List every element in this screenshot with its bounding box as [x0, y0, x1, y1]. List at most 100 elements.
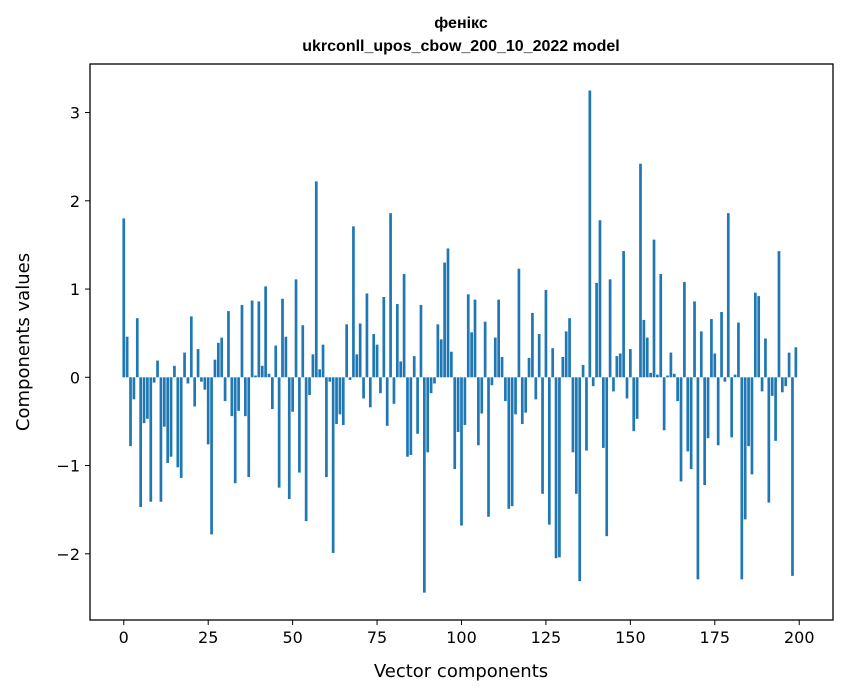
bar: [392, 377, 396, 404]
bar: [487, 377, 490, 517]
bar: [578, 377, 582, 582]
bar: [612, 377, 615, 392]
bar: [423, 377, 426, 593]
bar: [747, 377, 750, 447]
bar: [497, 299, 500, 378]
chart-title-line-2: ukrconll_upos_cbow_200_10_2022 model: [302, 38, 619, 55]
bar: [439, 339, 443, 378]
bar: [426, 377, 430, 453]
bar: [436, 324, 440, 378]
bar: [223, 377, 227, 402]
x-tick-label: 0: [119, 628, 129, 647]
bar: [189, 316, 193, 378]
bar: [720, 311, 723, 378]
bar: [787, 352, 791, 378]
x-tick-label: 100: [446, 628, 477, 647]
bar: [581, 364, 585, 378]
bar: [770, 377, 774, 396]
bar: [179, 377, 183, 478]
chart-title-line-1: фенікс: [434, 15, 488, 32]
bar: [490, 377, 494, 386]
bar: [419, 304, 423, 378]
bar: [416, 377, 419, 434]
bar: [558, 377, 561, 558]
bar: [129, 377, 132, 447]
bar: [510, 377, 514, 507]
bar: [710, 319, 713, 378]
bar: [233, 377, 237, 484]
bar: [196, 349, 200, 378]
bar: [203, 377, 207, 390]
bar: [382, 296, 386, 378]
bar: [267, 373, 271, 378]
bar: [480, 377, 484, 414]
bar: [574, 377, 578, 494]
bar: [537, 334, 541, 378]
bar: [379, 377, 382, 394]
bar: [544, 289, 548, 378]
bar: [659, 274, 663, 378]
bar: [585, 377, 588, 451]
bar: [591, 377, 595, 387]
bar: [368, 377, 372, 408]
bar: [757, 296, 761, 378]
bar: [409, 377, 413, 455]
bar: [632, 377, 636, 432]
bar: [504, 377, 507, 402]
bar: [743, 377, 747, 520]
bar: [298, 377, 301, 473]
bar: [753, 292, 757, 378]
x-tick-label: 175: [700, 628, 731, 647]
bar: [561, 357, 565, 378]
bar: [132, 377, 136, 400]
bar: [358, 323, 362, 378]
bar: [304, 377, 308, 522]
bar: [284, 336, 288, 378]
bar: [159, 377, 163, 502]
y-tick-label: 1: [70, 280, 80, 299]
bar: [169, 377, 173, 457]
bar: [250, 300, 254, 378]
bar: [318, 369, 321, 378]
bar: [433, 377, 436, 384]
bar: [608, 279, 612, 378]
bar: [412, 356, 416, 378]
y-tick-label: −2: [56, 545, 80, 564]
bar: [666, 375, 669, 378]
bar: [176, 377, 180, 468]
y-tick-label: 2: [70, 192, 80, 211]
bar: [257, 301, 261, 378]
bar: [335, 377, 338, 425]
bar: [311, 354, 315, 378]
bar: [216, 342, 220, 378]
bar: [706, 377, 710, 439]
bar: [672, 373, 676, 378]
bar: [625, 377, 629, 399]
bar: [551, 348, 555, 378]
bar: [193, 377, 197, 407]
bar: [629, 349, 632, 378]
bar: [774, 377, 777, 441]
bar: [399, 361, 403, 378]
bar: [206, 377, 210, 445]
bar: [213, 359, 217, 378]
bar: [308, 377, 311, 395]
bar: [331, 377, 335, 553]
bar: [254, 375, 257, 378]
bar: [703, 377, 707, 485]
bar: [723, 377, 727, 382]
bar: [615, 356, 619, 378]
y-axis-label: Components values: [13, 253, 34, 431]
plot-area-frame: [89, 63, 834, 621]
bar: [429, 377, 433, 394]
bar: [321, 344, 325, 378]
bar: [656, 374, 659, 378]
bar: [466, 294, 470, 378]
bar: [314, 181, 318, 378]
bar: [291, 377, 294, 412]
bar: [365, 293, 369, 378]
bar: [740, 377, 744, 580]
x-tick-label: 150: [615, 628, 646, 647]
bar: [514, 377, 517, 415]
